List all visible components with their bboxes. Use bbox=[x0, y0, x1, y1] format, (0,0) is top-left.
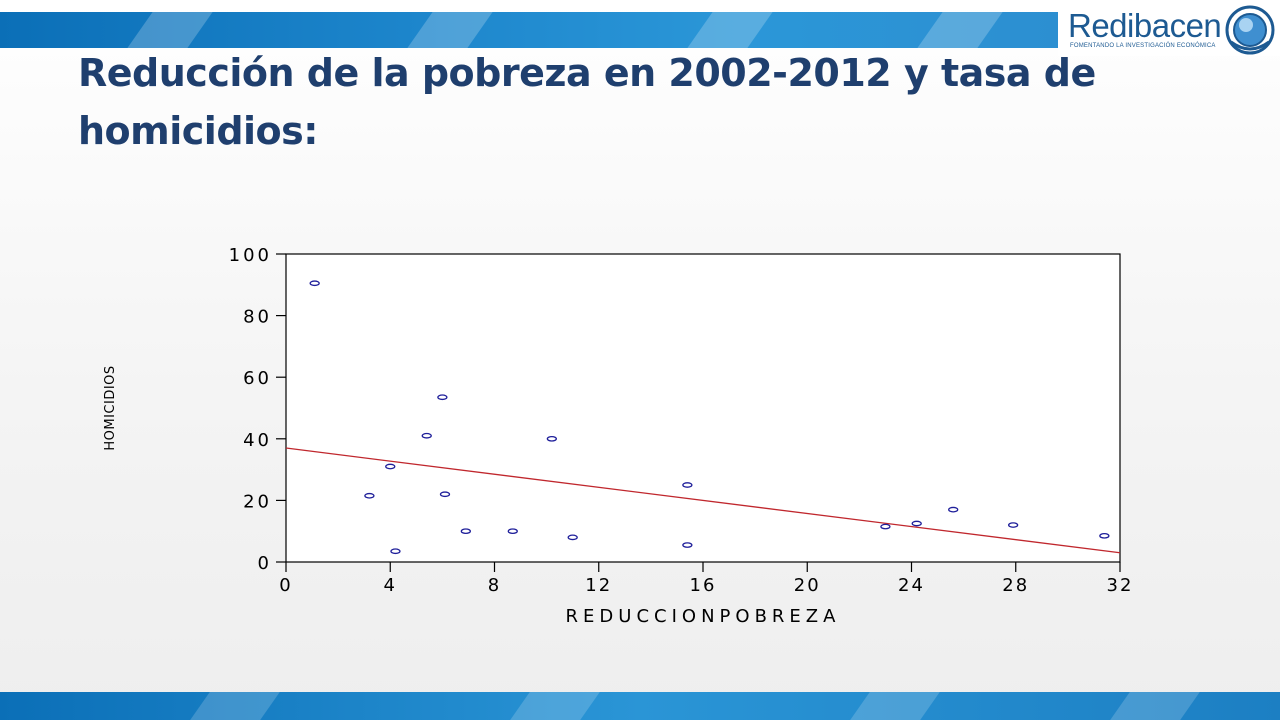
data-point bbox=[682, 482, 693, 488]
x-tick-label: 8 bbox=[488, 575, 501, 596]
fit-line-layer bbox=[285, 447, 1121, 554]
x-tick-label: 32 bbox=[1107, 575, 1134, 596]
data-point bbox=[385, 463, 396, 470]
y-tick-label: 20 bbox=[243, 491, 272, 512]
data-point bbox=[948, 506, 959, 513]
data-point bbox=[880, 523, 891, 530]
data-point bbox=[682, 542, 693, 548]
globe-icon bbox=[1225, 5, 1275, 55]
x-tick-label: 28 bbox=[1002, 575, 1029, 596]
plot-frame bbox=[285, 253, 1121, 563]
y-tick-label: 40 bbox=[243, 430, 272, 451]
data-point bbox=[437, 394, 448, 401]
y-tick-label: 100 bbox=[229, 245, 272, 266]
data-point bbox=[460, 528, 471, 535]
logo-tagline: FOMENTANDO LA INVESTIGACIÓN ECONÓMICA bbox=[1070, 43, 1216, 49]
chart-canvas: 0 20 40 60 80 100 0 4 8 12 16 20 24 28 32 REDUCCIONPO… bbox=[103, 245, 1134, 627]
data-point bbox=[507, 528, 518, 535]
slide-title: Reducción de la pobreza en 2002-2012 y t… bbox=[78, 51, 1096, 153]
data-point bbox=[1099, 532, 1110, 539]
x-tick-label: 0 bbox=[279, 575, 292, 596]
scatter-chart: 0 20 40 60 80 100 0 4 8 12 16 20 24 28 32 REDUCCIONPO… bbox=[100, 240, 1150, 630]
regression-line bbox=[285, 447, 1121, 554]
y-axis-label: HOMICIDIOS bbox=[103, 365, 118, 450]
x-tick-label: 4 bbox=[384, 575, 397, 596]
bottom-decorative-band bbox=[0, 692, 1280, 720]
data-point bbox=[1007, 522, 1019, 528]
y-tick-label: 80 bbox=[243, 307, 272, 328]
top-decorative-band bbox=[0, 12, 1058, 48]
y-tick-label: 60 bbox=[243, 368, 272, 389]
data-point bbox=[911, 520, 922, 527]
data-point bbox=[421, 432, 432, 439]
x-axis-label: REDUCCIONPOBREZA bbox=[566, 606, 841, 627]
data-point bbox=[364, 492, 375, 499]
y-tick-label: 0 bbox=[258, 553, 272, 574]
x-tick-label: 16 bbox=[690, 575, 717, 596]
data-point bbox=[390, 548, 401, 555]
data-point bbox=[309, 280, 320, 287]
x-tick-label: 12 bbox=[585, 575, 612, 596]
x-tick-label: 20 bbox=[794, 575, 821, 596]
logo-wordmark: Redibacen bbox=[1068, 7, 1222, 44]
data-point bbox=[546, 435, 557, 442]
x-axis-ticks: 0 4 8 12 16 20 24 28 32 bbox=[279, 562, 1134, 596]
data-point bbox=[439, 491, 451, 498]
redibacen-logo: Redibacen FOMENTANDO LA INVESTIGACIÓN EC… bbox=[1058, 4, 1280, 56]
points-layer bbox=[309, 280, 1110, 555]
x-tick-label: 24 bbox=[898, 575, 925, 596]
data-point bbox=[567, 534, 578, 541]
y-axis-ticks: 0 20 40 60 80 100 bbox=[229, 245, 286, 574]
